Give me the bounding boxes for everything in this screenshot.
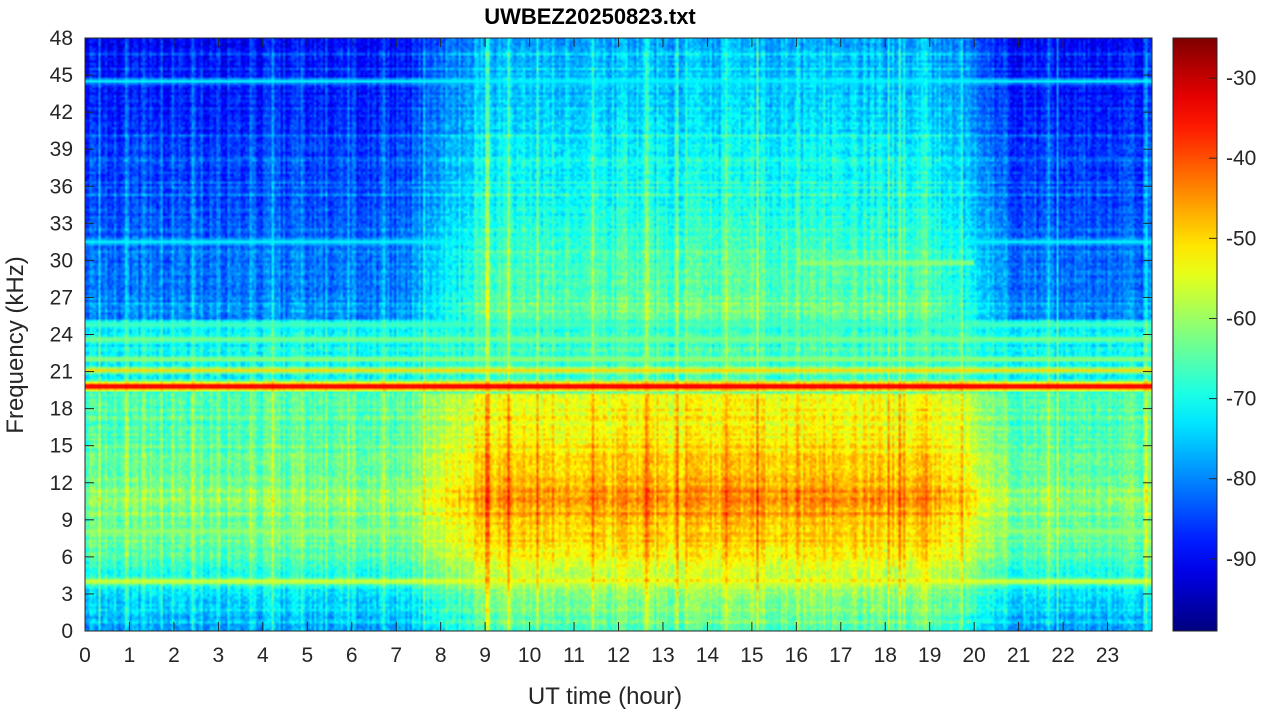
x-tick-label: 16 (785, 644, 808, 667)
y-tick-label: 18 (50, 398, 73, 421)
x-tick-label: 1 (124, 644, 136, 667)
spectrogram-heatmap (85, 38, 1152, 631)
colorbar-tick-label: -40 (1226, 147, 1256, 170)
x-tick-label: 12 (607, 644, 630, 667)
x-tick-label: 23 (1096, 644, 1119, 667)
x-tick-label: 22 (1051, 644, 1074, 667)
heatmap-image (85, 38, 1152, 631)
y-tick-label: 9 (61, 509, 73, 532)
x-tick-label: 14 (696, 644, 720, 667)
y-tick-label: 36 (50, 175, 73, 198)
x-tick-label: 5 (301, 644, 313, 667)
x-tick-label: 10 (518, 644, 541, 667)
y-tick-label: 45 (50, 64, 73, 87)
x-tick-label: 2 (168, 644, 180, 667)
x-tick-label: 15 (740, 644, 763, 667)
x-tick-label: 11 (563, 644, 585, 667)
x-tick-label: 17 (829, 644, 852, 667)
x-tick-label: 21 (1007, 644, 1030, 667)
x-tick-label: 9 (479, 644, 491, 667)
x-tick-label: 13 (651, 644, 674, 667)
colorbar-tick-label: -80 (1226, 468, 1256, 491)
x-tick-label: 4 (257, 644, 269, 667)
x-tick-label: 3 (213, 644, 225, 667)
colorbar: -90 -80 -70 -60 -50 -40 -30 (1172, 37, 1256, 632)
x-tick-label: 8 (435, 644, 447, 667)
x-tick-label: 18 (874, 644, 897, 667)
y-tick-label: 6 (61, 546, 73, 569)
x-tick-label: 6 (346, 644, 358, 667)
x-axis: 0 1 2 3 4 5 6 7 8 9 10 11 12 13 14 15 16 17 18 19 20 21 22 23 (79, 38, 1119, 667)
y-tick-label: 48 (50, 27, 73, 50)
y-tick-label: 33 (50, 212, 73, 235)
x-tick-label: 20 (962, 644, 985, 667)
y-tick-label: 39 (50, 138, 73, 161)
colorbar-tick-label: -50 (1226, 227, 1256, 250)
y-tick-label: 24 (50, 324, 74, 347)
x-tick-label: 0 (79, 644, 91, 667)
colorbar-tick-label: -90 (1226, 548, 1256, 571)
y-tick-label: 27 (50, 286, 73, 309)
y-axis-title: Frequency (kHz) (2, 256, 29, 433)
y-tick-label: 42 (50, 101, 73, 124)
y-tick-label: 3 (61, 583, 73, 606)
y-tick-label: 30 (50, 249, 73, 272)
colorbar-gradient (1172, 37, 1218, 632)
chart-title: UWBEZ20250823.txt (484, 4, 696, 29)
x-tick-label: 19 (918, 644, 941, 667)
x-tick-label: 7 (390, 644, 402, 667)
colorbar-tick-label: -30 (1226, 67, 1256, 90)
y-tick-label: 0 (61, 620, 73, 643)
y-tick-label: 12 (50, 472, 73, 495)
y-tick-label: 21 (50, 361, 73, 384)
colorbar-tick-label: -60 (1226, 307, 1256, 330)
y-tick-label: 15 (50, 435, 73, 458)
colorbar-tick-label: -70 (1226, 388, 1256, 411)
x-axis-title: UT time (hour) (528, 683, 682, 710)
